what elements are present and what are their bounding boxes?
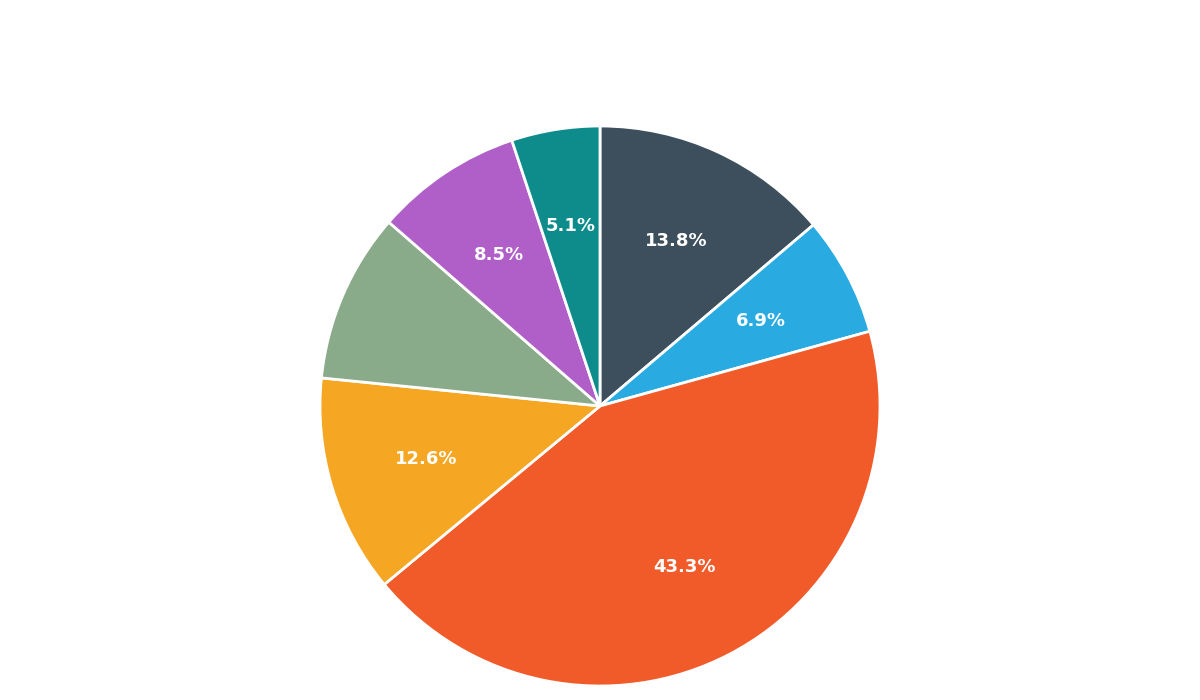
- Wedge shape: [600, 225, 870, 406]
- Text: 8.5%: 8.5%: [474, 246, 524, 263]
- Wedge shape: [320, 378, 600, 584]
- Text: 6.9%: 6.9%: [736, 312, 786, 330]
- Wedge shape: [384, 331, 880, 686]
- Wedge shape: [512, 126, 600, 406]
- Wedge shape: [322, 222, 600, 406]
- Wedge shape: [600, 126, 814, 406]
- Wedge shape: [389, 140, 600, 406]
- Text: 43.3%: 43.3%: [653, 559, 715, 576]
- Text: 5.1%: 5.1%: [546, 217, 596, 235]
- Text: 12.6%: 12.6%: [395, 450, 457, 468]
- Text: 13.8%: 13.8%: [646, 232, 708, 250]
